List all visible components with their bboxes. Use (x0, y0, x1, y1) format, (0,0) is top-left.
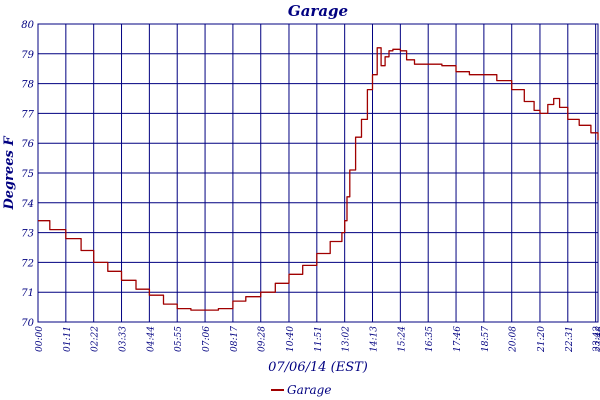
x-tick-label: 22:31 (565, 326, 575, 353)
series-line-garage (38, 47, 599, 311)
y-tick-label: 73 (21, 229, 34, 240)
legend: Garage (271, 383, 331, 397)
y-tick-label: 75 (21, 169, 34, 180)
x-tick-label: 11:51 (314, 326, 324, 352)
y-tick-label: 79 (21, 50, 34, 61)
x-tick-label: 23:48 (595, 326, 600, 353)
x-axis-ticks: 00:00 01:11 02:22 03:33 04:44 05:55 07:06 08:17… (35, 326, 600, 353)
x-tick-label: 01:11 (63, 326, 73, 352)
x-axis-label: 07/06/14 (EST) (268, 360, 368, 375)
x-tick-label: 09:28 (258, 326, 268, 352)
x-tick-label: 21:20 (537, 326, 547, 353)
x-tick-label: 13:02 (342, 326, 352, 352)
x-tick-label: 05:55 (174, 326, 184, 352)
x-tick-label: 18:57 (481, 326, 491, 352)
y-axis-label: Degrees F (2, 136, 17, 211)
plot-frame (37, 23, 599, 323)
x-tick-label: 20:08 (509, 326, 519, 353)
x-tick-label: 00:00 (35, 326, 45, 352)
x-tick-label: 04:44 (146, 326, 156, 352)
y-tick-label: 70 (21, 318, 34, 329)
y-tick-label: 71 (21, 288, 34, 299)
y-tick-label: 74 (21, 199, 34, 210)
x-tick-label: 16:35 (425, 326, 435, 352)
chart-title: Garage (288, 2, 348, 20)
legend-label: Garage (287, 383, 331, 397)
y-tick-label: 78 (21, 80, 34, 91)
x-tick-label: 02:22 (91, 326, 101, 352)
y-tick-label: 77 (21, 109, 34, 120)
y-tick-label: 76 (21, 139, 34, 150)
x-tick-label: 03:33 (119, 326, 129, 352)
x-tick-label: 10:40 (286, 326, 296, 352)
x-tick-label: 17:46 (453, 326, 463, 352)
x-tick-label: 15:24 (397, 326, 407, 352)
x-tick-label: 08:17 (230, 326, 240, 352)
x-tick-label: 07:06 (202, 326, 212, 352)
x-tick-label: 14:13 (370, 326, 380, 352)
y-axis-ticks: 70 71 72 73 74 75 76 77 78 79 80 (21, 20, 34, 329)
x-tick-label: 23:42 (593, 326, 600, 353)
y-tick-label: 80 (21, 20, 34, 31)
y-tick-label: 72 (21, 258, 34, 269)
